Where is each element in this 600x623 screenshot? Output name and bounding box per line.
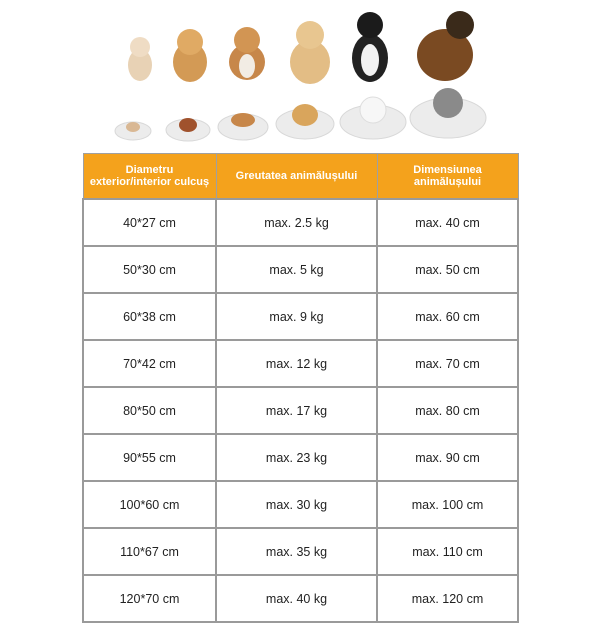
corgi-image bbox=[229, 27, 265, 80]
golden-retriever-image bbox=[290, 21, 330, 84]
table-row: 80*50 cm max. 17 kg max. 80 cm bbox=[82, 386, 519, 435]
table-header: Diametru exterior/interior culcuș Greuta… bbox=[82, 153, 519, 200]
table-row: 50*30 cm max. 5 kg max. 50 cm bbox=[82, 245, 519, 294]
diameter-cell: 100*60 cm bbox=[82, 480, 217, 529]
table-row: 70*42 cm max. 12 kg max. 70 cm bbox=[82, 339, 519, 388]
border-collie-image bbox=[352, 12, 388, 82]
weight-cell: max. 9 kg bbox=[215, 292, 378, 341]
diameter-cell: 110*67 cm bbox=[82, 527, 217, 576]
size-table: Diametru exterior/interior culcuș Greuta… bbox=[82, 153, 519, 623]
header-size: Dimensiunea animălușului bbox=[376, 153, 519, 200]
size-cell: max. 40 cm bbox=[376, 198, 519, 247]
diameter-cell: 80*50 cm bbox=[82, 386, 217, 435]
size-cell: max. 70 cm bbox=[376, 339, 519, 388]
header-diameter: Diametru exterior/interior culcuș bbox=[82, 153, 217, 200]
diameter-cell: 70*42 cm bbox=[82, 339, 217, 388]
table-row: 110*67 cm max. 35 kg max. 110 cm bbox=[82, 527, 519, 576]
weight-cell: max. 23 kg bbox=[215, 433, 378, 482]
diameter-cell: 50*30 cm bbox=[82, 245, 217, 294]
weight-cell: max. 5 kg bbox=[215, 245, 378, 294]
pets-illustration bbox=[114, 11, 487, 142]
weight-cell: max. 30 kg bbox=[215, 480, 378, 529]
puppy-image bbox=[173, 29, 207, 82]
size-cell: max. 80 cm bbox=[376, 386, 519, 435]
weight-cell: max. 2.5 kg bbox=[215, 198, 378, 247]
size-cell: max. 90 cm bbox=[376, 433, 519, 482]
header-weight: Greutatea animălușului bbox=[215, 153, 378, 200]
size-cell: max. 60 cm bbox=[376, 292, 519, 341]
weight-cell: max. 35 kg bbox=[215, 527, 378, 576]
beds-row bbox=[114, 88, 487, 142]
diameter-cell: 120*70 cm bbox=[82, 574, 217, 623]
german-shepherd-image bbox=[417, 11, 474, 81]
weight-cell: max. 17 kg bbox=[215, 386, 378, 435]
table-row: 60*38 cm max. 9 kg max. 60 cm bbox=[82, 292, 519, 341]
diameter-cell: 60*38 cm bbox=[82, 292, 217, 341]
diameter-cell: 90*55 cm bbox=[82, 433, 217, 482]
table-row: 90*55 cm max. 23 kg max. 90 cm bbox=[82, 433, 519, 482]
table-row: 40*27 cm max. 2.5 kg max. 40 cm bbox=[82, 198, 519, 247]
weight-cell: max. 40 kg bbox=[215, 574, 378, 623]
table-row: 100*60 cm max. 30 kg max. 100 cm bbox=[82, 480, 519, 529]
diameter-cell: 40*27 cm bbox=[82, 198, 217, 247]
size-cell: max. 50 cm bbox=[376, 245, 519, 294]
size-cell: max. 100 cm bbox=[376, 480, 519, 529]
size-cell: max. 110 cm bbox=[376, 527, 519, 576]
table-row: 120*70 cm max. 40 kg max. 120 cm bbox=[82, 574, 519, 623]
weight-cell: max. 12 kg bbox=[215, 339, 378, 388]
size-cell: max. 120 cm bbox=[376, 574, 519, 623]
cat-image bbox=[128, 37, 152, 81]
